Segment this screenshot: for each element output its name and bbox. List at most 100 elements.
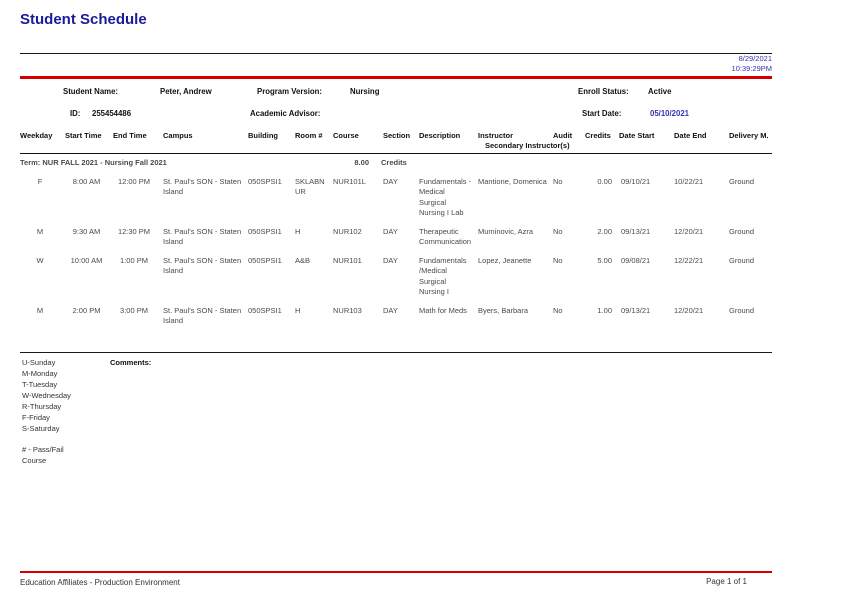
cell-weekday: M: [36, 226, 44, 236]
col-audit: Audit: [553, 131, 573, 140]
legend-item: U-Sunday: [22, 358, 56, 367]
cell-audit: No: [553, 305, 563, 315]
cell-instructor: Muminovic, Azra: [478, 226, 534, 236]
cell-end-time: 1:00 PM: [120, 255, 148, 265]
cell-delivery: Ground: [729, 255, 755, 265]
legend-item: M-Monday: [22, 369, 58, 378]
cell-credits: 2.00: [597, 226, 612, 236]
cell-description: Fundamentals /Medical Surgical Nursing I: [419, 255, 467, 297]
footer-environment: Education Affiliates - Production Enviro…: [20, 578, 180, 587]
cell-end-time: 12:00 PM: [117, 176, 151, 186]
cell-instructor: Mantione, Domenica: [478, 176, 547, 186]
cell-section: DAY: [383, 255, 398, 265]
comments-label: Comments:: [110, 358, 152, 367]
start-date-value: 05/10/2021: [650, 109, 690, 118]
legend-item: # - Pass/Fail: [22, 445, 64, 454]
start-date-label: Start Date:: [582, 109, 622, 118]
col-weekday: Weekday: [20, 131, 53, 140]
col-credits: Credits: [585, 131, 611, 140]
schedule-row: M 9:30 AM 12:30 PM St. Paul's SON - Stat…: [20, 223, 772, 252]
cell-section: DAY: [383, 176, 398, 186]
legend-divider: [20, 352, 772, 353]
cell-description: Math for Meds: [419, 305, 467, 315]
print-date: 8/29/2021: [738, 54, 772, 63]
cell-audit: No: [553, 255, 563, 265]
page-number: Page 1 of 1: [706, 577, 747, 586]
weekday-legend: U-Sunday M-Monday T-Tuesday W-Wednesday R-Th…: [22, 357, 71, 434]
cell-building: 050SPSI1: [248, 305, 282, 315]
enroll-status-label: Enroll Status:: [578, 87, 629, 96]
cell-campus: St. Paul's SON - Staten Island: [163, 305, 242, 326]
print-datetime: 8/29/2021 10:39:29PM: [20, 54, 772, 74]
col-end-time: End Time: [113, 131, 147, 140]
col-start-time: Start Time: [65, 131, 102, 140]
program-version-value: Nursing: [350, 87, 380, 96]
cell-delivery: Ground: [729, 176, 755, 186]
id-value: 255454486: [92, 109, 132, 118]
cell-campus: St. Paul's SON - Staten Island: [163, 255, 242, 276]
cell-weekday: W: [36, 255, 44, 265]
col-instructor-line2: Secondary Instructor(s): [485, 140, 570, 150]
schedule-row: F 8:00 AM 12:00 PM St. Paul's SON - Stat…: [20, 173, 772, 223]
cell-audit: No: [553, 176, 563, 186]
cell-course: NUR102: [333, 226, 362, 236]
cell-section: DAY: [383, 226, 398, 236]
term-row: Term: NUR FALL 2021 - Nursing Fall 2021 …: [20, 154, 772, 173]
term-credits-label: Credits: [381, 158, 407, 167]
cell-weekday: F: [37, 176, 43, 186]
schedule-header-row: Weekday Start Time End Time Campus Build…: [20, 129, 772, 154]
cell-credits: 1.00: [597, 305, 612, 315]
cell-room: A&B: [295, 255, 311, 265]
legend-item: W-Wednesday: [22, 391, 71, 400]
cell-date-end: 12/20/21: [674, 226, 704, 236]
cell-instructor: Lopez, Jeanette: [478, 255, 532, 265]
cell-building: 050SPSI1: [248, 176, 282, 186]
cell-end-time: 3:00 PM: [120, 305, 148, 315]
print-time: 10:39:29PM: [731, 64, 772, 73]
cell-course: NUR103: [333, 305, 362, 315]
schedule-row: W 10:00 AM 1:00 PM St. Paul's SON - Stat…: [20, 252, 772, 302]
cell-instructor: Byers, Barbara: [478, 305, 529, 315]
student-name-value: Peter, Andrew: [160, 87, 212, 96]
cell-date-start: 09/08/21: [621, 255, 651, 265]
cell-date-start: 09/13/21: [621, 226, 651, 236]
cell-credits: 5.00: [597, 255, 612, 265]
cell-start-time: 9:30 AM: [72, 226, 101, 236]
cell-start-time: 8:00 AM: [72, 176, 101, 186]
cell-weekday: M: [36, 305, 44, 315]
cell-room: SKLABNUR: [295, 176, 325, 197]
cell-credits: 0.00: [597, 176, 612, 186]
col-instructor: Instructor Secondary Instructor(s): [478, 129, 570, 154]
term-credits-value: 8.00: [354, 158, 369, 167]
cell-campus: St. Paul's SON - Staten Island: [163, 226, 242, 247]
passfail-note: # - Pass/Fail Course: [22, 444, 64, 466]
schedule-table-wrap: Weekday Start Time End Time Campus Build…: [20, 129, 772, 331]
cell-delivery: Ground: [729, 305, 755, 315]
col-building: Building: [248, 131, 278, 140]
program-version-label: Program Version:: [257, 87, 322, 96]
cell-date-end: 12/22/21: [674, 255, 704, 265]
legend-item: Course: [22, 456, 47, 465]
cell-description: Fundamentals -Medical Surgical Nursing I…: [419, 176, 472, 218]
legend-item: S-Saturday: [22, 424, 60, 433]
cell-date-start: 09/10/21: [621, 176, 651, 186]
col-date-start: Date Start: [619, 131, 655, 140]
cell-start-time: 10:00 AM: [70, 255, 103, 265]
col-description: Description: [419, 131, 461, 140]
schedule-body: Term: NUR FALL 2021 - Nursing Fall 2021 …: [20, 154, 772, 331]
page-title: Student Schedule: [20, 11, 147, 28]
id-label: ID:: [70, 109, 81, 118]
cell-course: NUR101: [333, 255, 362, 265]
cell-delivery: Ground: [729, 226, 755, 236]
col-instructor-line1: Instructor: [478, 131, 514, 140]
legend-item: F-Friday: [22, 413, 50, 422]
footer-red-rule: [20, 571, 772, 573]
cell-campus: St. Paul's SON - Staten Island: [163, 176, 242, 197]
schedule-table: Weekday Start Time End Time Campus Build…: [20, 129, 772, 331]
cell-date-start: 09/13/21: [621, 305, 651, 315]
cell-building: 050SPSI1: [248, 226, 282, 236]
top-divider: [20, 53, 772, 54]
enroll-status-value: Active: [648, 87, 672, 96]
col-room: Room #: [295, 131, 323, 140]
cell-room: H: [295, 305, 301, 315]
